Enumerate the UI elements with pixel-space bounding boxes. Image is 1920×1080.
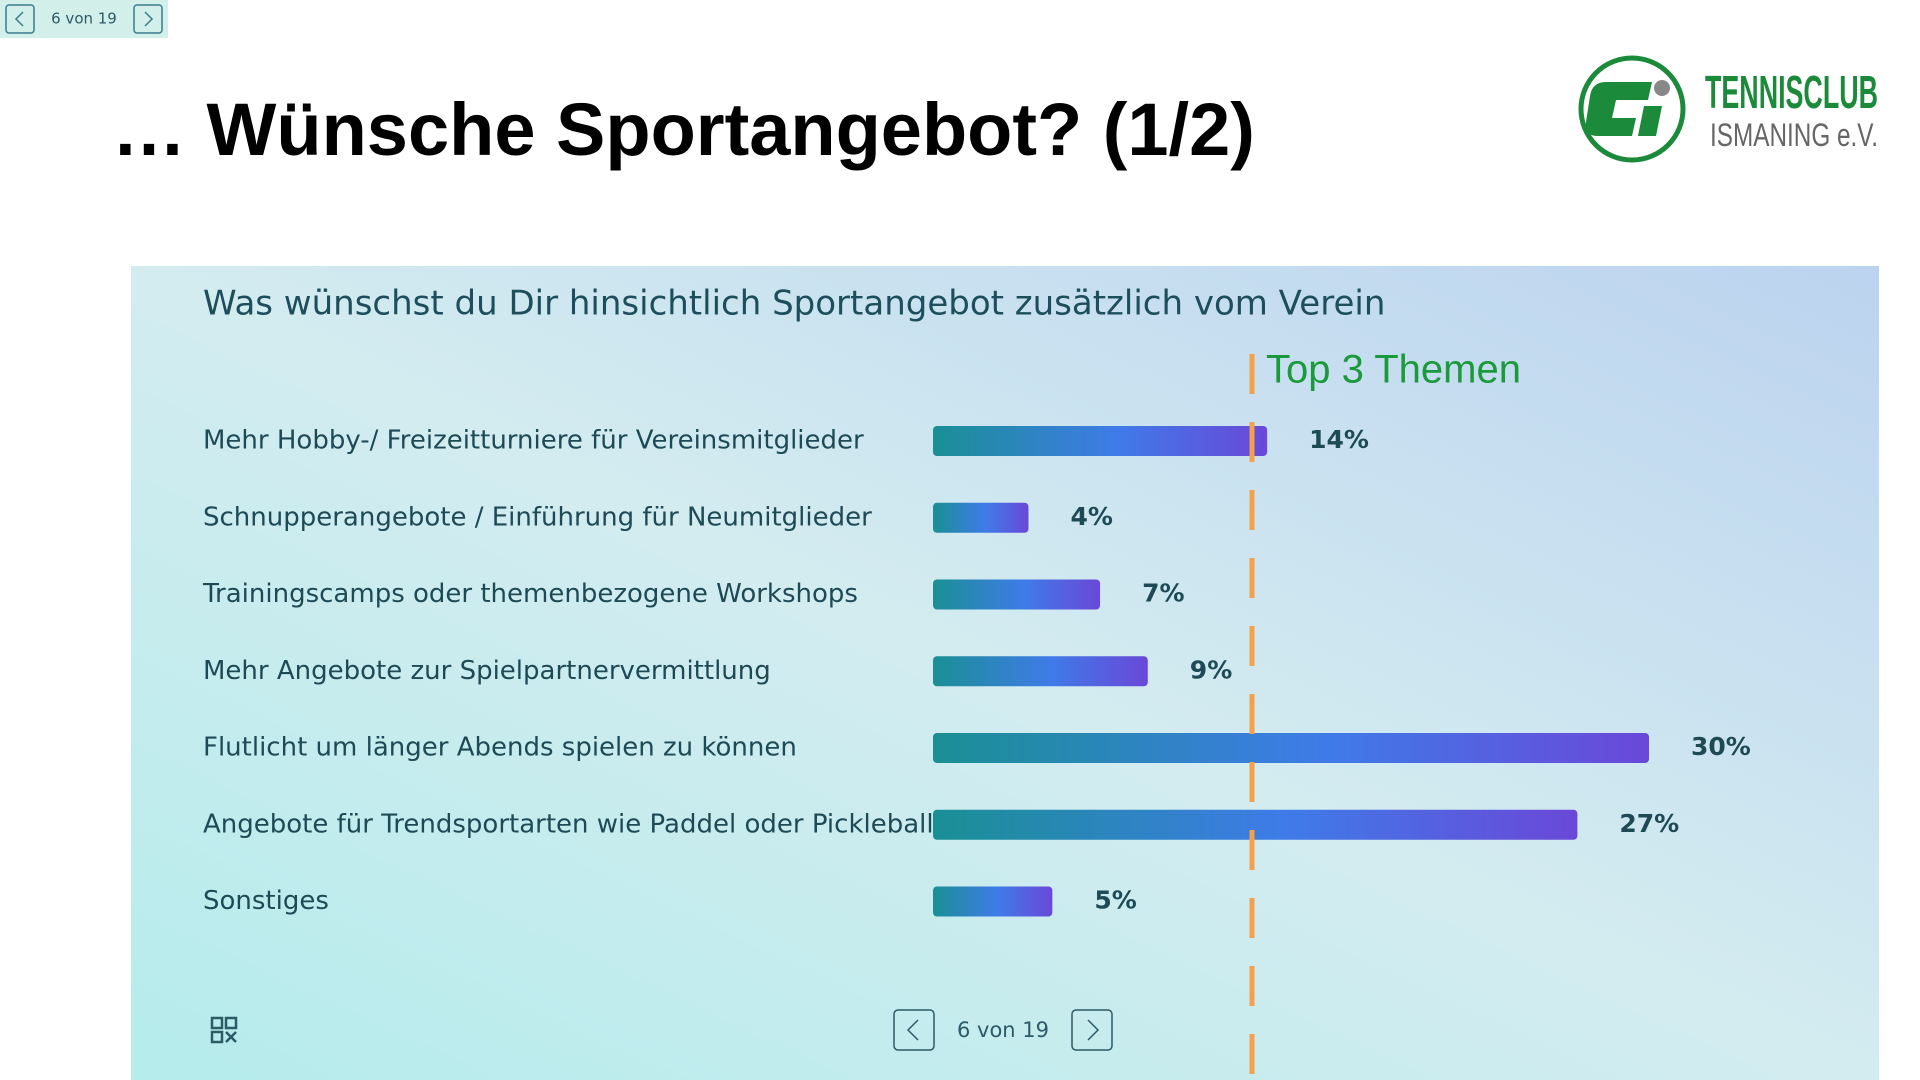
- chart-title: Was wünschst du Dir hinsichtlich Sportan…: [203, 284, 1385, 324]
- logo-line2: ISMANING e.V.: [1710, 117, 1878, 153]
- bar: [933, 886, 1053, 917]
- prev-button[interactable]: [5, 4, 35, 34]
- page-counter: 6 von 19: [51, 10, 117, 28]
- value-label: 7%: [1142, 579, 1184, 608]
- bar: [933, 809, 1578, 840]
- category-label: Flutlicht um länger Abends spielen zu kö…: [203, 733, 797, 763]
- value-label: 9%: [1190, 655, 1232, 684]
- page-counter: 6 von 19: [957, 1018, 1049, 1042]
- bar: [933, 656, 1148, 687]
- bar: [933, 502, 1029, 533]
- value-label: 27%: [1619, 809, 1679, 838]
- next-icon: [1087, 1019, 1100, 1041]
- next-icon: [144, 11, 154, 27]
- plot-area: Mehr Hobby-/ Freizeitturniere für Verein…: [202, 425, 1751, 917]
- category-label: Mehr Hobby-/ Freizeitturniere für Verein…: [203, 426, 864, 456]
- category-label: Schnupperangebote / Einführung für Neumi…: [203, 502, 872, 532]
- logo-line1: TENNISCLUB: [1705, 66, 1878, 118]
- next-button[interactable]: [1071, 1009, 1113, 1051]
- value-label: 4%: [1070, 502, 1112, 531]
- value-label: 30%: [1691, 732, 1751, 761]
- category-label: Sonstiges: [203, 886, 329, 916]
- qr-icon[interactable]: [210, 1016, 238, 1044]
- bar: [933, 426, 1268, 456]
- prev-icon: [906, 1019, 919, 1041]
- category-label: Mehr Angebote zur Spielpartnervermittlun…: [203, 656, 771, 686]
- prev-icon: [14, 11, 24, 27]
- top-nav: [0, 0, 168, 38]
- annotation: Top 3 Themen: [1266, 348, 1521, 392]
- category-label: Trainingscamps oder themenbezogene Works…: [202, 579, 858, 609]
- category-label: Angebote für Trendsportarten wie Paddel …: [203, 809, 934, 839]
- prev-button[interactable]: [893, 1009, 935, 1051]
- bar: [933, 733, 1649, 763]
- slide-title: … Wünsche Sportangebot? (1/2): [112, 88, 1255, 171]
- bar: [933, 579, 1101, 610]
- logo: TENNISCLUB ISMANING e.V.: [1578, 55, 1878, 163]
- value-label: 14%: [1309, 425, 1369, 454]
- next-button[interactable]: [133, 4, 163, 34]
- value-label: 5%: [1094, 886, 1136, 915]
